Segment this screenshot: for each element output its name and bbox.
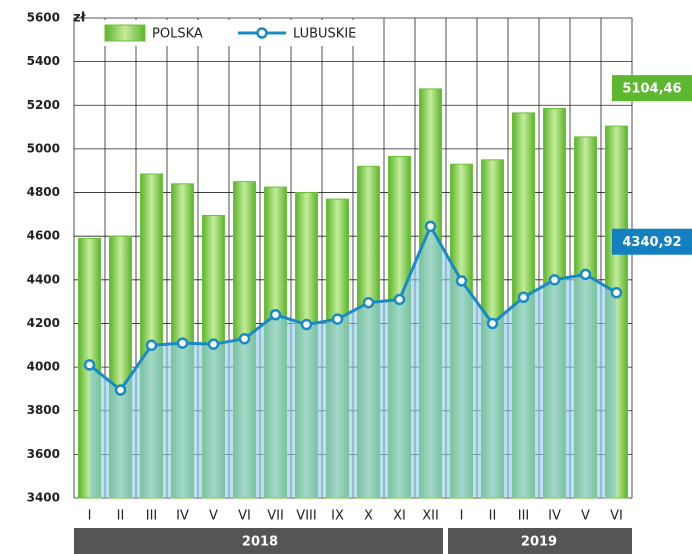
line-point bbox=[362, 296, 375, 309]
line-point bbox=[579, 268, 592, 281]
legend-swatch bbox=[104, 24, 146, 42]
y-tick-label: 4400 bbox=[27, 272, 60, 286]
line-point bbox=[300, 318, 313, 331]
y-tick-label: 5000 bbox=[27, 141, 60, 155]
year-band bbox=[448, 528, 632, 554]
line-point bbox=[269, 308, 282, 321]
line-point bbox=[238, 332, 251, 345]
value-label-box bbox=[612, 75, 692, 102]
x-tick-label: V bbox=[581, 509, 590, 524]
x-tick-label: IV bbox=[548, 509, 561, 524]
x-tick-label: I bbox=[460, 509, 464, 524]
line-point bbox=[393, 293, 406, 306]
y-tick-label: 5200 bbox=[27, 98, 60, 112]
y-tick-label: 4600 bbox=[27, 229, 60, 243]
legend-label: LUBUSKIE bbox=[293, 27, 356, 42]
year-band bbox=[74, 528, 443, 554]
x-tick-label: IX bbox=[331, 509, 344, 524]
x-tick-label: II bbox=[489, 509, 497, 524]
line-point bbox=[455, 275, 468, 287]
line-point bbox=[207, 338, 220, 350]
x-tick-label: III bbox=[146, 509, 158, 524]
line-point bbox=[517, 291, 530, 304]
value-label-box bbox=[612, 228, 692, 255]
legend-label: POLSKA bbox=[152, 27, 203, 42]
line-point bbox=[331, 313, 344, 325]
line-point bbox=[486, 317, 499, 330]
line-point bbox=[424, 220, 437, 233]
y-tick-label: 5600 bbox=[27, 11, 60, 25]
y-tick-label: 4000 bbox=[27, 360, 60, 374]
line-point bbox=[83, 359, 96, 371]
y-tick-label: 4200 bbox=[27, 316, 60, 330]
area bbox=[89, 226, 617, 498]
x-tick-label: II bbox=[117, 509, 125, 524]
line-point bbox=[145, 339, 158, 352]
line-point bbox=[548, 274, 561, 286]
value-label: 4340,92 bbox=[622, 235, 681, 250]
y-tick-label: 5400 bbox=[27, 54, 60, 68]
x-tick-label: IV bbox=[176, 509, 189, 524]
y-tick-label: 3800 bbox=[27, 403, 60, 417]
year-label: 2018 bbox=[242, 535, 278, 550]
line-point bbox=[114, 384, 127, 396]
x-tick-label: VIII bbox=[296, 509, 316, 524]
y-tick-label: 3400 bbox=[27, 491, 60, 505]
x-tick-label: I bbox=[88, 509, 92, 524]
x-tick-label: XI bbox=[393, 509, 406, 524]
value-label: 5104,46 bbox=[622, 82, 681, 97]
line-point bbox=[610, 286, 623, 299]
year-label: 2019 bbox=[521, 535, 557, 550]
y-tick-label: 4800 bbox=[27, 185, 60, 199]
x-tick-label: VI bbox=[610, 509, 623, 524]
x-tick-label: V bbox=[209, 509, 218, 524]
x-tick-label: III bbox=[518, 509, 530, 524]
x-tick-label: VI bbox=[238, 509, 251, 524]
y-tick-label: 3600 bbox=[27, 447, 60, 461]
x-tick-label: VII bbox=[267, 509, 284, 524]
x-tick-label: X bbox=[364, 509, 373, 524]
legend-point bbox=[256, 27, 268, 39]
line-point bbox=[176, 337, 189, 349]
x-tick-label: XII bbox=[422, 509, 439, 524]
